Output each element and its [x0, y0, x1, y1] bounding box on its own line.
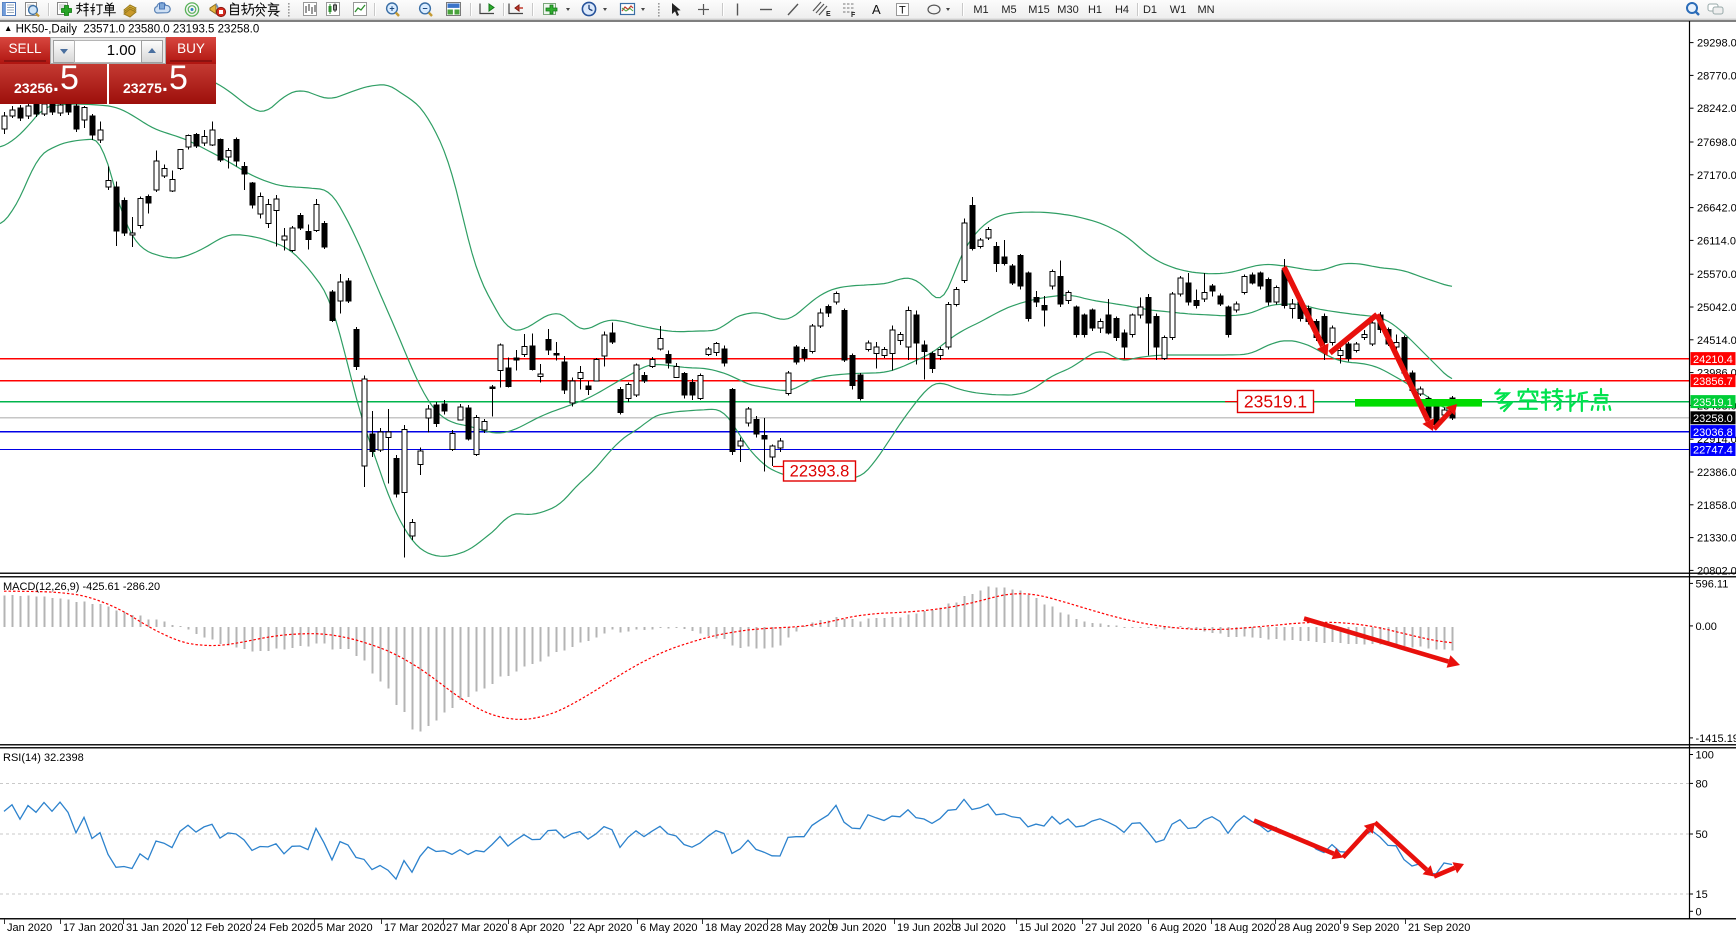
svg-text:27170.0: 27170.0: [1697, 170, 1736, 182]
svg-text:6 May 2020: 6 May 2020: [640, 922, 697, 933]
svg-text:M30: M30: [1057, 4, 1078, 16]
svg-text:28 May 2020: 28 May 2020: [770, 922, 834, 933]
svg-text:23036.8: 23036.8: [1693, 427, 1733, 439]
svg-text:28 Aug 2020: 28 Aug 2020: [1278, 922, 1340, 933]
svg-text:E: E: [826, 11, 831, 18]
svg-text:22747.4: 22747.4: [1693, 445, 1733, 457]
svg-text:Jan 2020: Jan 2020: [7, 922, 52, 933]
svg-text:23258.0: 23258.0: [1693, 413, 1733, 425]
svg-text:21330.0: 21330.0: [1697, 533, 1736, 545]
svg-text:9 Jun 2020: 9 Jun 2020: [832, 922, 886, 933]
svg-text:0: 0: [1696, 906, 1702, 918]
svg-text:H4: H4: [1115, 4, 1129, 16]
svg-text:29298.0: 29298.0: [1697, 38, 1736, 50]
svg-text:50: 50: [1696, 829, 1708, 841]
svg-text:24514.0: 24514.0: [1697, 335, 1736, 347]
svg-text:22 Apr 2020: 22 Apr 2020: [573, 922, 632, 933]
svg-text:W1: W1: [1170, 4, 1187, 16]
svg-text:24210.4: 24210.4: [1693, 354, 1733, 366]
svg-text:A: A: [872, 2, 881, 17]
svg-text:23856.7: 23856.7: [1693, 376, 1733, 388]
svg-text:RSI(14) 32.2398: RSI(14) 32.2398: [3, 752, 84, 764]
svg-text:−: −: [422, 4, 427, 14]
svg-text:26642.0: 26642.0: [1697, 203, 1736, 215]
svg-text:0.00: 0.00: [1696, 621, 1717, 633]
svg-text:9 Sep 2020: 9 Sep 2020: [1343, 922, 1399, 933]
svg-text:F: F: [851, 12, 856, 19]
svg-text:M15: M15: [1028, 4, 1049, 16]
svg-text:24 Feb 2020: 24 Feb 2020: [254, 922, 316, 933]
svg-text:5 Mar 2020: 5 Mar 2020: [317, 922, 373, 933]
svg-text:18 Aug 2020: 18 Aug 2020: [1214, 922, 1276, 933]
svg-text:M5: M5: [1001, 4, 1016, 16]
svg-text:17 Mar 2020: 17 Mar 2020: [384, 922, 446, 933]
svg-text:25570.0: 25570.0: [1697, 269, 1736, 281]
svg-text:8 Apr 2020: 8 Apr 2020: [511, 922, 564, 933]
svg-text:23519.1: 23519.1: [1693, 397, 1733, 409]
svg-text:28770.0: 28770.0: [1697, 70, 1736, 82]
svg-text:31 Jan 2020: 31 Jan 2020: [126, 922, 187, 933]
svg-text:23519.1: 23519.1: [1244, 392, 1307, 412]
svg-text:27698.0: 27698.0: [1697, 137, 1736, 149]
svg-text:22386.0: 22386.0: [1697, 467, 1736, 479]
svg-text:17 Jan 2020: 17 Jan 2020: [63, 922, 124, 933]
svg-text:-1415.19: -1415.19: [1696, 733, 1736, 745]
svg-text:19 Jun 2020: 19 Jun 2020: [897, 922, 958, 933]
svg-text:3 Jul 2020: 3 Jul 2020: [955, 922, 1006, 933]
svg-text:21858.0: 21858.0: [1697, 500, 1736, 512]
svg-text:M1: M1: [973, 4, 988, 16]
svg-text:H1: H1: [1088, 4, 1102, 16]
svg-text:15 Jul 2020: 15 Jul 2020: [1019, 922, 1076, 933]
svg-text:20802.0: 20802.0: [1697, 565, 1736, 577]
svg-text:21 Sep 2020: 21 Sep 2020: [1408, 922, 1470, 933]
svg-text:27 Mar 2020: 27 Mar 2020: [446, 922, 508, 933]
svg-text:25042.0: 25042.0: [1697, 302, 1736, 314]
svg-text:22393.8: 22393.8: [790, 463, 850, 481]
svg-text:27 Jul 2020: 27 Jul 2020: [1085, 922, 1142, 933]
svg-text:100: 100: [1696, 750, 1714, 762]
svg-text:D1: D1: [1143, 4, 1157, 16]
svg-text:596.11: 596.11: [1696, 578, 1729, 590]
svg-text:6 Aug 2020: 6 Aug 2020: [1151, 922, 1207, 933]
svg-text:18 May 2020: 18 May 2020: [705, 922, 769, 933]
svg-text:26114.0: 26114.0: [1697, 235, 1736, 247]
svg-text:MACD(12,26,9) -425.61 -286.20: MACD(12,26,9) -425.61 -286.20: [3, 581, 160, 593]
svg-text:28242.0: 28242.0: [1697, 103, 1736, 115]
svg-text:+: +: [389, 4, 394, 14]
svg-text:MN: MN: [1197, 4, 1214, 16]
svg-text:T: T: [899, 5, 906, 17]
svg-text:15: 15: [1696, 889, 1708, 901]
svg-text:80: 80: [1696, 778, 1708, 790]
svg-text:12 Feb 2020: 12 Feb 2020: [190, 922, 252, 933]
